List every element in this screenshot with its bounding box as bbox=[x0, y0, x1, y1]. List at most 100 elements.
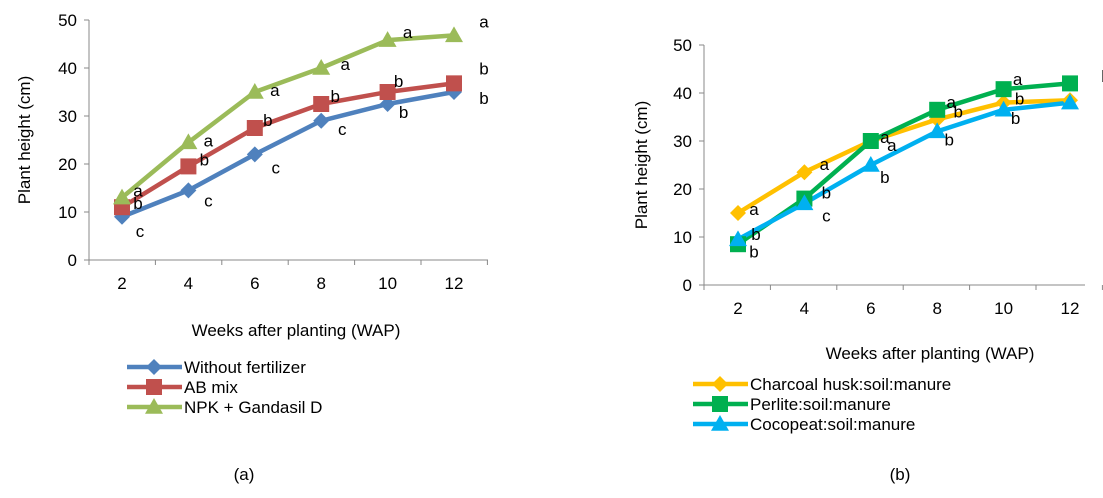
significance-letter: b bbox=[330, 87, 339, 106]
significance-letter: b bbox=[200, 150, 209, 169]
y-tick-label: 0 bbox=[683, 276, 692, 295]
x-tick-label: 8 bbox=[932, 299, 941, 318]
y-tick-label: 30 bbox=[673, 132, 692, 151]
legend-label: Perlite:soil:manure bbox=[750, 395, 891, 414]
series-line bbox=[120, 81, 455, 210]
series-line bbox=[736, 100, 1071, 242]
data-point-marker bbox=[379, 84, 396, 100]
significance-letter: a bbox=[1013, 70, 1023, 89]
x-axis-title-b: Weeks after planting (WAP) bbox=[826, 344, 1035, 363]
legend-label: Without fertilizer bbox=[184, 358, 306, 377]
data-point-marker bbox=[312, 59, 331, 75]
legend-marker bbox=[145, 398, 163, 414]
y-tick-label: 10 bbox=[58, 203, 77, 222]
legend-marker bbox=[711, 415, 729, 431]
significance-letter: c bbox=[272, 158, 281, 177]
significance-letter: b bbox=[133, 194, 142, 213]
x-tick-label: 6 bbox=[250, 274, 259, 293]
x-tick-label: 6 bbox=[866, 299, 875, 318]
data-point-marker bbox=[994, 100, 1013, 117]
significance-letter: a bbox=[204, 131, 214, 150]
y-axis-title-b: Plant height (cm) bbox=[632, 101, 651, 230]
legend-marker bbox=[146, 379, 162, 395]
significance-letter: a bbox=[880, 128, 890, 147]
data-point-marker bbox=[179, 133, 198, 150]
data-point-marker bbox=[795, 194, 814, 211]
significance-letter: b bbox=[399, 103, 408, 122]
significance-letter: b bbox=[953, 102, 962, 121]
legend-label: NPK + Gandasil D bbox=[184, 398, 322, 417]
legend-label: Charcoal husk:soil:manure bbox=[750, 375, 951, 394]
data-point-marker bbox=[445, 26, 463, 43]
significance-letter: b bbox=[944, 130, 953, 149]
panel-label-a: (a) bbox=[234, 465, 255, 484]
data-point-marker bbox=[180, 158, 197, 175]
data-point-marker bbox=[862, 133, 879, 149]
data-point-marker bbox=[796, 164, 813, 181]
significance-letter: c bbox=[822, 206, 831, 225]
x-tick-label: 8 bbox=[316, 274, 325, 293]
data-point-marker bbox=[928, 122, 947, 139]
significance-letter: c bbox=[136, 222, 145, 241]
significance-letter: c bbox=[338, 120, 347, 139]
significance-letter: b bbox=[1015, 90, 1024, 109]
data-point-marker bbox=[861, 156, 880, 172]
data-point-marker bbox=[929, 101, 946, 118]
x-tick-label: 10 bbox=[378, 274, 397, 293]
series-line bbox=[121, 89, 455, 219]
significance-letter: a bbox=[479, 12, 489, 31]
panel-label-b: (b) bbox=[890, 465, 911, 484]
significance-letter: b bbox=[263, 111, 272, 130]
data-point-marker bbox=[246, 120, 263, 136]
data-point-marker bbox=[995, 81, 1012, 98]
significance-letter: b bbox=[751, 225, 760, 244]
y-tick-label: 30 bbox=[58, 107, 77, 126]
data-point-marker bbox=[245, 83, 264, 99]
x-tick-label: 4 bbox=[184, 274, 193, 293]
significance-letter: b bbox=[880, 168, 889, 187]
legend-marker bbox=[712, 396, 728, 412]
data-point-marker bbox=[313, 112, 330, 129]
significance-letter: c bbox=[204, 191, 213, 210]
significance-letter: b bbox=[479, 59, 488, 78]
y-tick-label: 10 bbox=[673, 228, 692, 247]
significance-letter: a bbox=[403, 23, 413, 42]
legend-label: Cocopeat:soil:manure bbox=[750, 415, 915, 434]
significance-letter: b bbox=[1101, 67, 1103, 86]
series-line bbox=[120, 33, 455, 200]
x-tick-label: 2 bbox=[117, 274, 126, 293]
significance-letter: a bbox=[340, 55, 350, 74]
y-tick-label: 20 bbox=[58, 155, 77, 174]
significance-letter: b bbox=[479, 89, 488, 108]
y-tick-label: 50 bbox=[58, 11, 77, 30]
y-tick-label: 40 bbox=[673, 84, 692, 103]
data-point-marker bbox=[113, 188, 131, 205]
legend-marker bbox=[712, 376, 728, 392]
significance-letter: a bbox=[749, 200, 759, 219]
significance-letter: a bbox=[133, 182, 143, 201]
y-tick-label: 40 bbox=[58, 59, 77, 78]
significance-letter: a bbox=[887, 136, 897, 155]
legend-b: Charcoal husk:soil:manurePerlite:soil:ma… bbox=[693, 375, 951, 434]
significance-letter: b bbox=[822, 184, 831, 203]
significance-letter: b bbox=[749, 242, 758, 261]
data-point-marker bbox=[378, 31, 397, 47]
x-tick-label: 2 bbox=[733, 299, 742, 318]
data-point-marker bbox=[1062, 75, 1078, 92]
series-line bbox=[736, 97, 1071, 215]
y-tick-label: 20 bbox=[673, 180, 692, 199]
data-point-marker bbox=[446, 75, 462, 92]
data-point-marker bbox=[1061, 93, 1079, 110]
data-point-marker bbox=[313, 96, 330, 112]
series-line bbox=[736, 81, 1071, 247]
data-point-marker bbox=[246, 146, 263, 163]
y-tick-label: 50 bbox=[673, 36, 692, 55]
y-axis-title-a: Plant height (cm) bbox=[15, 76, 34, 205]
x-tick-label: 4 bbox=[800, 299, 809, 318]
x-tick-label: 10 bbox=[994, 299, 1013, 318]
y-tick-label: 0 bbox=[68, 251, 77, 270]
